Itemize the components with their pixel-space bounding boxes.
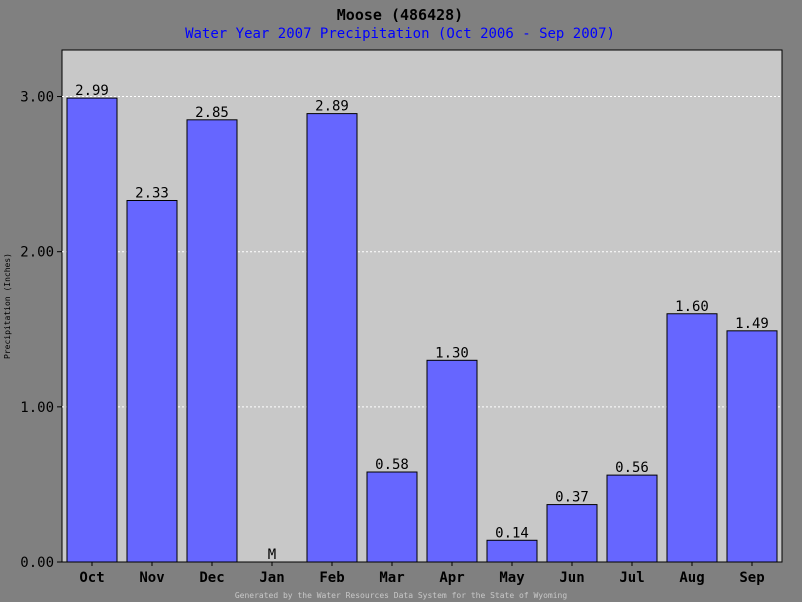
footer-credit: Generated by the Water Resources Data Sy… xyxy=(235,591,568,600)
chart-subtitle: Water Year 2007 Precipitation (Oct 2006 … xyxy=(185,26,615,42)
data-label-jan: M xyxy=(268,547,276,563)
chart-title: Moose (486428) xyxy=(337,6,463,24)
x-tick-label-aug: Aug xyxy=(679,570,704,586)
y-axis-label: Precipitation (Inches) xyxy=(3,253,12,359)
bar-jul xyxy=(606,474,658,563)
bar-oct xyxy=(66,97,118,563)
y-tick-label: 2.00 xyxy=(20,245,54,261)
bar-sep xyxy=(726,330,778,563)
data-label-sep: 1.49 xyxy=(735,316,769,332)
bar-aug xyxy=(666,313,718,563)
bar-apr xyxy=(426,359,478,563)
x-tick-label-feb: Feb xyxy=(319,570,344,586)
data-label-jun: 0.37 xyxy=(555,490,589,506)
x-tick-label-mar: Mar xyxy=(379,570,404,586)
bars: 2.99 2.33 2.85 M 2.89 0.58 1.30 0.14 0.37 0.56 1.6… xyxy=(66,83,778,563)
y-tick-label: 1.00 xyxy=(20,400,54,416)
bar-mar xyxy=(366,471,418,563)
data-label-aug: 1.60 xyxy=(675,299,709,315)
x-tick-label-jan: Jan xyxy=(259,570,284,586)
bar-feb xyxy=(306,113,358,563)
data-label-nov: 2.33 xyxy=(135,185,169,201)
x-tick-label-dec: Dec xyxy=(199,570,224,586)
x-tick-label-oct: Oct xyxy=(79,570,104,586)
x-tick-label-sep: Sep xyxy=(739,570,764,586)
data-label-apr: 1.30 xyxy=(435,345,469,361)
data-label-jul: 0.56 xyxy=(615,460,649,476)
y-axis-ticks: 0.00 1.00 2.00 3.00 xyxy=(20,90,62,571)
x-tick-label-apr: Apr xyxy=(439,570,464,586)
x-tick-label-may: May xyxy=(499,570,525,586)
data-label-mar: 0.58 xyxy=(375,457,409,473)
data-label-oct: 2.99 xyxy=(75,83,109,99)
data-label-dec: 2.85 xyxy=(195,105,229,121)
x-tick-label-jul: Jul xyxy=(619,570,644,586)
bar-may xyxy=(486,539,538,563)
x-tick-label-nov: Nov xyxy=(139,570,164,586)
bar-dec xyxy=(186,119,238,563)
data-label-may: 0.14 xyxy=(495,525,529,541)
data-label-feb: 2.89 xyxy=(315,99,349,115)
y-tick-label: 0.00 xyxy=(20,555,54,571)
bar-jun xyxy=(546,504,598,563)
gridlines xyxy=(62,96,782,408)
y-tick-label: 3.00 xyxy=(20,90,54,106)
plot-area xyxy=(61,49,783,563)
x-axis-categories: Oct Nov Dec Jan Feb Mar Apr May Jun Jul Aug Sep xyxy=(79,562,765,586)
x-tick-label-jun: Jun xyxy=(559,570,584,586)
bar-nov xyxy=(126,199,178,563)
